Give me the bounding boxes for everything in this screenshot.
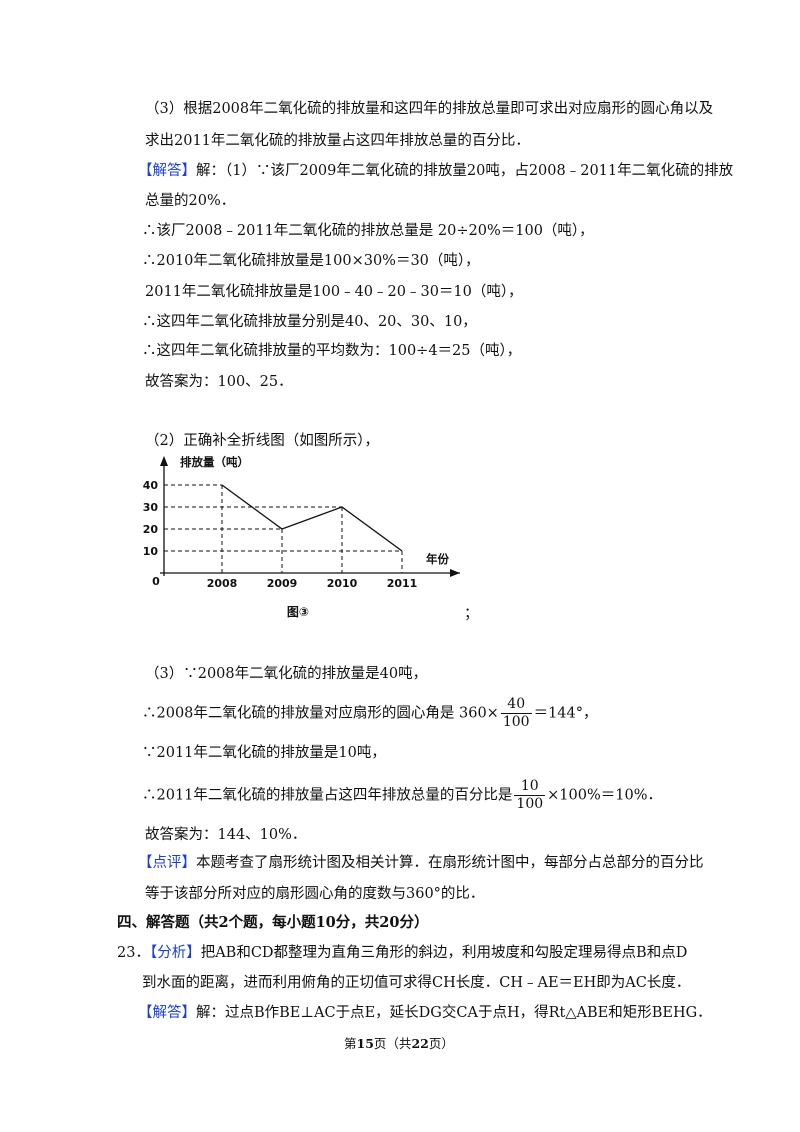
line-1: （3）根据2008年二氧化硫的排放量和这四年的排放总量即可求出对应扇形的圆心角以… bbox=[145, 101, 714, 117]
line-21-text: 解：过点B作BE⊥AC于点E，延长DG交CA于点H，得Rt△ABE和矩形BEHG… bbox=[196, 1005, 712, 1021]
y-tick-label: 30 bbox=[143, 501, 159, 514]
origin-label: 0 bbox=[152, 575, 160, 588]
line-15-pre: ∴2011年二氧化硫的排放量占这四年排放总量的百分比是 bbox=[142, 787, 513, 804]
line-19-text: 把AB和CD都整理为直角三角形的斜边，利用坡度和勾股定理易得点B和点D bbox=[200, 945, 688, 961]
answer-tag: 【解答】 bbox=[138, 163, 196, 179]
analysis-tag: 【分析】 bbox=[149, 945, 201, 961]
line-13-post: ＝144°， bbox=[533, 705, 598, 722]
line-20: 到水面的距离，进而利用俯角的正切值可求得CH长度．CH﹣AE＝EH即为AC长度． bbox=[142, 975, 691, 991]
page-footer: 第15页（共22页） bbox=[344, 1034, 454, 1054]
fraction-numerator: 40 bbox=[500, 696, 532, 714]
y-tick-label: 40 bbox=[143, 479, 159, 492]
y-tick-label: 20 bbox=[143, 523, 159, 536]
line-15: ∴2011年二氧化硫的排放量占这四年排放总量的百分比是 10 100 ×100%＝10… bbox=[142, 778, 662, 813]
footer-pre: 第 bbox=[344, 1036, 357, 1051]
fraction-numerator: 10 bbox=[514, 778, 546, 796]
line-15-post: ×100%＝10%． bbox=[547, 787, 662, 804]
line-7: 2011年二氧化硫排放量是100﹣40﹣20﹣30＝10（吨）， bbox=[145, 284, 523, 300]
answer-tag-2: 【解答】 bbox=[138, 1005, 196, 1021]
fraction-denominator: 100 bbox=[516, 796, 544, 812]
footer-mid: 页（共 bbox=[373, 1036, 412, 1051]
footer-post: 页） bbox=[428, 1036, 454, 1051]
footer-page: 15 bbox=[356, 1036, 374, 1051]
series-line bbox=[221, 484, 403, 552]
line-18: 等于该部分所对应的扇形圆心角的度数与360°的比． bbox=[145, 886, 485, 902]
line-9: ∴这四年二氧化硫排放量的平均数为：100÷4＝25（吨）， bbox=[142, 343, 522, 359]
line-4: 总量的20%． bbox=[145, 193, 236, 209]
line-11: （2）正确补全折线图（如图所示）， bbox=[145, 433, 379, 449]
line-10: 故答案为：100、25． bbox=[145, 374, 293, 390]
y-axis-title: 排放量（吨） bbox=[180, 455, 249, 469]
x-tick-label: 2011 bbox=[387, 577, 418, 590]
semicolon: ； bbox=[464, 606, 479, 622]
line-13-pre: ∴2008年二氧化硫的排放量对应扇形的圆心角是 360× bbox=[142, 705, 499, 722]
fraction-denominator: 100 bbox=[502, 714, 530, 730]
line-19: 23．【分析】把AB和CD都整理为直角三角形的斜边，利用坡度和勾股定理易得点B和… bbox=[117, 943, 687, 963]
line-3-text: 解：（1）∵该厂2009年二氧化硫的排放量20吨，占2008﹣2011年二氧化硫… bbox=[196, 163, 734, 179]
question-number: 23． bbox=[117, 945, 150, 961]
line-6: ∴2010年二氧化硫排放量是100×30%＝30（吨）， bbox=[142, 253, 480, 269]
line-8: ∴这四年二氧化硫排放量分别是40、20、30、10， bbox=[142, 314, 477, 330]
figure-caption: 图③ bbox=[287, 605, 309, 619]
line-16: 故答案为：144、10%． bbox=[145, 827, 307, 843]
line-2: 求出2011年二氧化硫的排放量占这四年排放总量的百分比． bbox=[145, 133, 530, 149]
line-14: ∵2011年二氧化硫的排放量是10吨， bbox=[142, 745, 386, 761]
footer-total: 22 bbox=[411, 1036, 429, 1051]
y-tick-label: 10 bbox=[143, 545, 159, 558]
fraction-10-100: 10 100 bbox=[514, 778, 546, 813]
line-12: （3）∵2008年二氧化硫的排放量是40吨， bbox=[145, 666, 428, 682]
comment-tag: 【点评】 bbox=[138, 855, 196, 871]
section-heading: 四、解答题（共2个题，每小题10分，共20分） bbox=[117, 914, 429, 931]
x-axis-arrow bbox=[450, 569, 460, 577]
x-tick-label: 2009 bbox=[267, 577, 298, 590]
y-axis-arrow bbox=[160, 456, 168, 466]
fraction-40-100: 40 100 bbox=[500, 696, 532, 731]
line-17-text: 本题考查了扇形统计图及相关计算．在扇形统计图中，每部分占总部分的百分比 bbox=[196, 855, 704, 871]
line-5: ∴该厂2008﹣2011年二氧化硫的排放总量是 20÷20%＝100（吨）， bbox=[142, 223, 594, 239]
line-3: 【解答】解：（1）∵该厂2009年二氧化硫的排放量20吨，占2008﹣2011年… bbox=[138, 161, 733, 181]
line-13: ∴2008年二氧化硫的排放量对应扇形的圆心角是 360× 40 100 ＝144°， bbox=[142, 696, 598, 731]
x-axis-title: 年份 bbox=[426, 552, 449, 566]
line-17: 【点评】本题考查了扇形统计图及相关计算．在扇形统计图中，每部分占总部分的百分比 bbox=[138, 853, 704, 873]
x-tick-label: 2008 bbox=[207, 577, 238, 590]
line-21: 【解答】解：过点B作BE⊥AC于点E，延长DG交CA于点H，得Rt△ABE和矩形… bbox=[138, 1003, 712, 1023]
x-tick-label: 2010 bbox=[327, 577, 358, 590]
